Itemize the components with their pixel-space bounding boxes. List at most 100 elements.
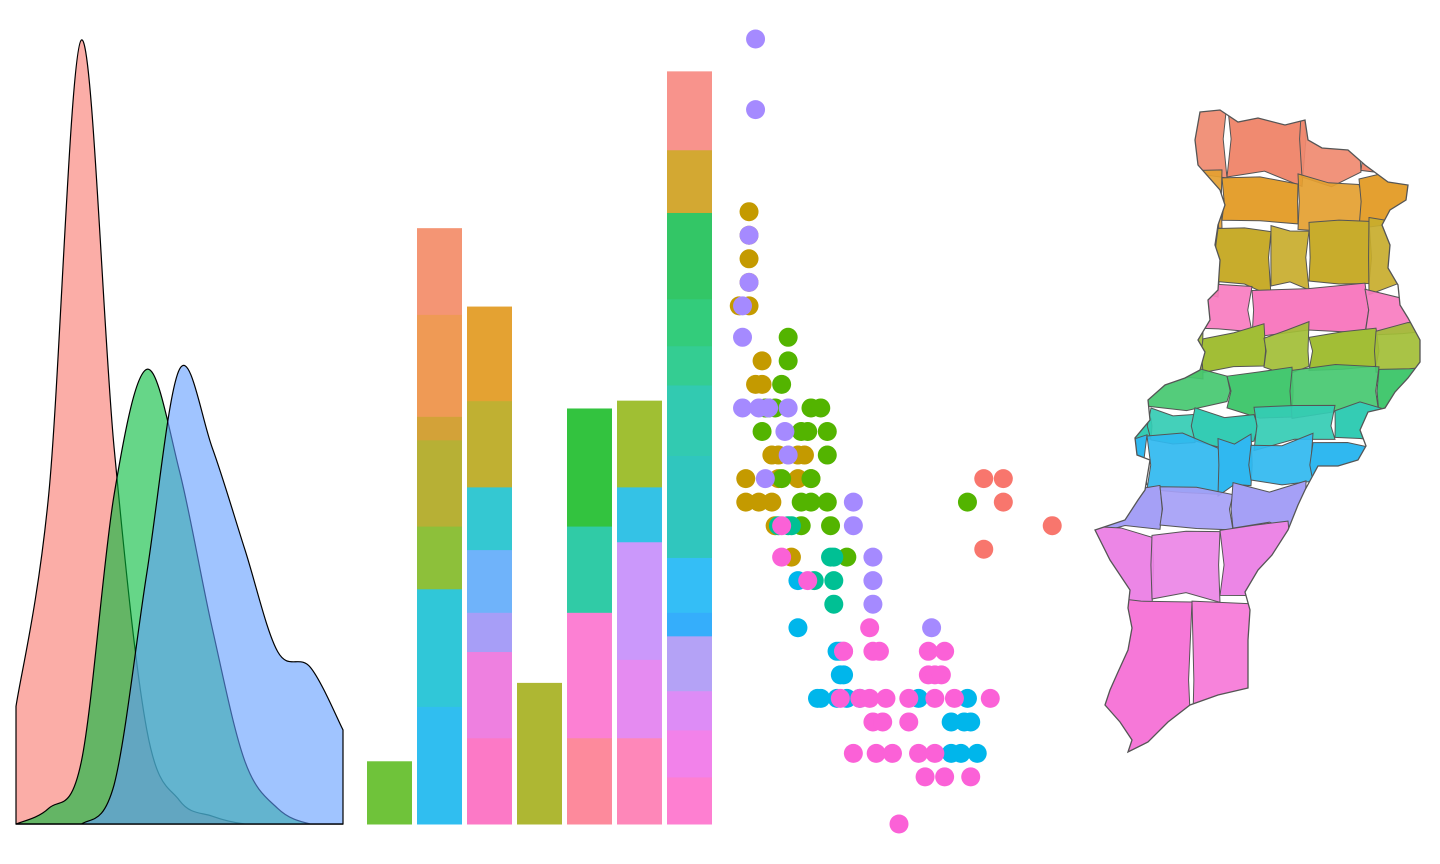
- bar-G-segment-11: [667, 212, 712, 299]
- bar-B-segment-6: [417, 314, 462, 416]
- bar-F-segment-2: [617, 659, 662, 738]
- map-region-south-centre-6: [1382, 435, 1440, 494]
- map-region-north-east-3: [1222, 177, 1298, 224]
- stacked-bar-panel: [360, 0, 725, 864]
- point-red-3: [994, 493, 1013, 512]
- point-blue-8: [811, 689, 830, 708]
- map-region-upper-middle-6: [1369, 218, 1440, 295]
- bar-C-segment-3: [467, 612, 512, 652]
- point-red-4: [974, 540, 993, 559]
- map-region-upper-middle-2: [1138, 218, 1221, 297]
- point-purple-6: [733, 328, 752, 347]
- point-green-2: [779, 351, 798, 370]
- bar-A-segment-1: [367, 761, 412, 824]
- point-gold-13: [795, 446, 814, 465]
- map-region-north-1: [1090, 93, 1160, 185]
- map-region-tip-2: [1192, 601, 1313, 767]
- bar-B-segment-2: [417, 589, 462, 707]
- point-blue-2: [788, 618, 807, 637]
- bar-C-segment-5: [467, 487, 512, 550]
- map-region-centre-south-6: [1385, 405, 1440, 442]
- point-green-13: [818, 446, 837, 465]
- map-region-middle-2: [1149, 330, 1203, 379]
- bar-B-segment-7: [417, 228, 462, 315]
- point-green-15: [801, 469, 820, 488]
- point-pink-25: [981, 689, 1000, 708]
- bar-E-segment-2: [567, 612, 612, 738]
- bar-G-segment-9: [667, 346, 712, 386]
- point-green-1: [779, 328, 798, 347]
- bar-E-segment-1: [567, 738, 612, 825]
- point-pink-10: [860, 689, 879, 708]
- bar-C-segment-2: [467, 652, 512, 739]
- point-pink-26: [925, 744, 944, 763]
- bar-G-segment-2: [667, 730, 712, 778]
- map-region-north-east-1: [1087, 173, 1153, 229]
- point-green-10: [818, 422, 837, 441]
- map-region-far-south-2: [1151, 531, 1220, 602]
- bar-G-segment-13: [667, 71, 712, 150]
- map-region-south-5: [1355, 487, 1440, 539]
- point-pink-29: [831, 689, 850, 708]
- point-pink-31: [961, 767, 980, 786]
- point-purple-14: [863, 548, 882, 567]
- point-purple-10: [779, 398, 798, 417]
- map-region-centre-5: [1377, 366, 1440, 415]
- map-region-middle-3: [1201, 324, 1265, 373]
- point-purple-15: [863, 571, 882, 590]
- point-purple-17: [922, 618, 941, 637]
- point-blue-18: [951, 744, 970, 763]
- bar-C-segment-6: [467, 401, 512, 488]
- point-pink-24: [945, 689, 964, 708]
- map-region-west-pocket-3: [1252, 283, 1369, 337]
- point-blue-19: [968, 744, 987, 763]
- point-gold-17: [762, 493, 781, 512]
- bar-B-segment-3: [417, 526, 462, 589]
- map-region-centre-south-5: [1335, 402, 1385, 442]
- bar-B-segment-4: [417, 440, 462, 527]
- point-pink-28: [916, 767, 935, 786]
- bar-G-segment-4: [667, 636, 712, 691]
- point-pink-23: [925, 689, 944, 708]
- point-purple-16: [863, 595, 882, 614]
- point-pink-15: [844, 744, 863, 763]
- point-gold-6: [753, 351, 772, 370]
- bar-E-segment-4: [567, 408, 612, 526]
- point-pink-11: [876, 689, 895, 708]
- map-region-north-5: [1361, 94, 1440, 176]
- point-blue-15: [942, 712, 961, 731]
- map-region-far-south-3: [1220, 521, 1292, 602]
- point-green-9: [811, 398, 830, 417]
- bar-F-segment-4: [617, 487, 662, 542]
- map-region-north-2: [1157, 96, 1227, 181]
- map-region-south-4: [1302, 485, 1355, 531]
- map-region-middle-5: [1309, 328, 1379, 370]
- point-purple-2: [746, 100, 765, 119]
- map-regions: [1087, 92, 1440, 767]
- bar-G-segment-10: [667, 299, 712, 347]
- point-purple-5: [733, 296, 752, 315]
- dot-scatter-plot: [720, 0, 1090, 864]
- point-green-18: [792, 493, 811, 512]
- point-pink-27: [935, 767, 954, 786]
- point-pink-33: [834, 642, 853, 661]
- map-region-south-centre-1: [1090, 433, 1147, 491]
- map-region-middle-6: [1374, 323, 1440, 373]
- choropleth-map: [1090, 0, 1440, 864]
- point-purple-9: [759, 398, 778, 417]
- bar-G-segment-7: [667, 456, 712, 558]
- density-panel: [0, 0, 360, 864]
- point-pink-32: [909, 744, 928, 763]
- map-region-far-south-5: [1358, 521, 1440, 609]
- stacked-bar-chart: [360, 0, 725, 864]
- point-gold-14: [736, 469, 755, 488]
- bar-B-segment-5: [417, 416, 462, 440]
- point-pink-7: [870, 642, 889, 661]
- point-pink-4: [860, 618, 879, 637]
- bar-B-segment-1: [417, 706, 462, 824]
- scatter-panel: [720, 0, 1090, 864]
- point-purple-19: [779, 446, 798, 465]
- map-panel: [1090, 0, 1440, 864]
- bar-C-segment-1: [467, 738, 512, 825]
